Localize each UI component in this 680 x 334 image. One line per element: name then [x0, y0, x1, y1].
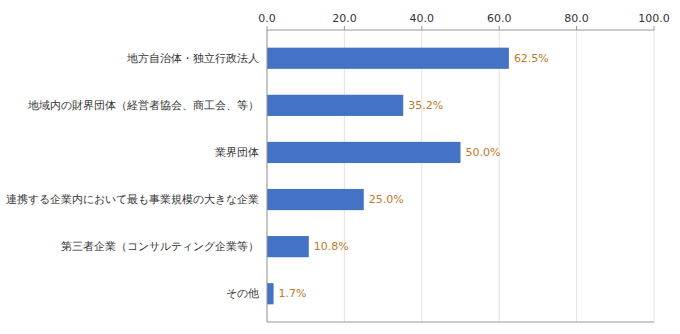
tick-label: 0.0 — [258, 12, 276, 25]
tick-mark — [499, 26, 500, 30]
tick-label: 40.0 — [410, 12, 435, 25]
bar — [267, 283, 274, 304]
data-label: 10.8% — [314, 240, 349, 253]
category-labels: その他 第三者企業（コンサルティング企業等） 連携する企業内において最も事業規模の大… — [6, 52, 259, 300]
bars — [267, 48, 509, 305]
category-label: 地域内の財界団体（経営者協会、商工会、等） — [27, 99, 259, 112]
data-label: 50.0% — [466, 146, 501, 159]
tick-mark — [654, 26, 655, 30]
tick-mark — [421, 26, 422, 30]
data-labels: 1.7% 10.8% 25.0% 50.0% 35.2% 62.5% — [279, 52, 549, 300]
tick-mark — [344, 26, 345, 30]
chart: その他 第三者企業（コンサルティング企業等） 連携する企業内において最も事業規模の大… — [0, 0, 680, 334]
tick-mark — [267, 26, 268, 30]
grid-line — [576, 30, 577, 322]
zero-line — [267, 30, 268, 322]
bar — [267, 142, 461, 163]
tick-mark — [576, 26, 577, 30]
x-axis: 0.0 20.0 40.0 60.0 80.0 100.0 — [258, 12, 670, 322]
tick-label: 20.0 — [332, 12, 357, 25]
data-label: 62.5% — [514, 52, 549, 65]
category-label: 第三者企業（コンサルティング企業等） — [61, 240, 259, 253]
tick-label: 100.0 — [638, 12, 670, 25]
grid-line — [344, 30, 345, 322]
axis-line — [267, 30, 654, 31]
grid-line — [654, 30, 655, 322]
data-label: 1.7% — [279, 287, 307, 300]
grid-line — [421, 30, 422, 322]
category-label: その他 — [226, 287, 259, 300]
grid-line — [267, 30, 268, 322]
bar — [267, 48, 509, 69]
category-label: 連携する企業内において最も事業規模の大きな企業 — [6, 193, 259, 206]
grid — [267, 30, 654, 322]
bar — [267, 95, 403, 116]
chart-container: その他 第三者企業（コンサルティング企業等） 連携する企業内において最も事業規模の大… — [0, 0, 680, 334]
category-label: 業界団体 — [215, 146, 259, 159]
category-label: 地方自治体・独立行政法人 — [126, 52, 259, 65]
bar — [267, 236, 309, 257]
bar — [267, 189, 364, 210]
data-label: 25.0% — [369, 193, 404, 206]
grid-line — [499, 30, 500, 322]
axis-line — [267, 322, 654, 323]
data-label: 35.2% — [408, 99, 443, 112]
tick-label: 80.0 — [564, 12, 589, 25]
tick-label: 60.0 — [487, 12, 512, 25]
